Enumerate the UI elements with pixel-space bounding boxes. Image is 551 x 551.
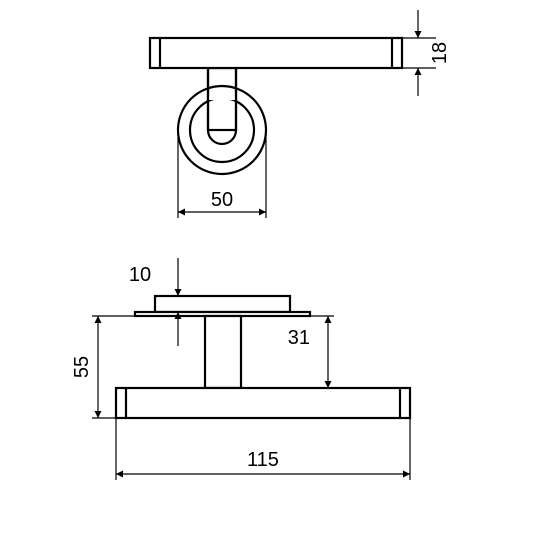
dim-total-depth: 55: [71, 356, 93, 378]
dim-plate-thickness: 10: [129, 264, 151, 286]
dim-handle-diameter: 18: [429, 42, 451, 64]
dim-handle-length: 115: [247, 449, 279, 471]
dim-handle-drop: 31: [288, 327, 310, 349]
dim-rose-diameter: 50: [211, 189, 233, 211]
